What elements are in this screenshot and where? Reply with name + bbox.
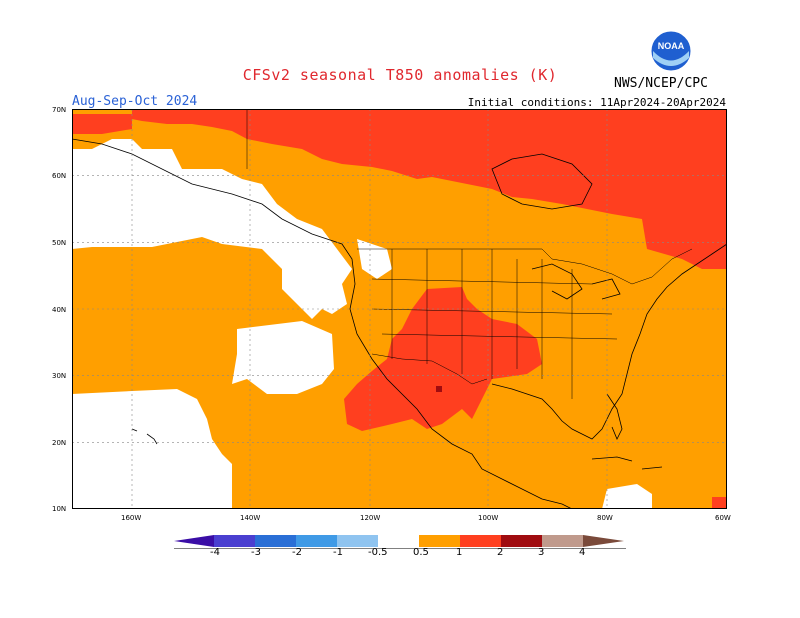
graticule bbox=[72, 109, 727, 509]
logo-text: NOAA bbox=[658, 41, 685, 51]
legend-tick-1: 1 bbox=[456, 547, 463, 558]
initial-conditions: Initial conditions: 11Apr2024-20Apr2024 bbox=[467, 96, 726, 109]
legend-swatch-1-05 bbox=[337, 535, 378, 547]
lon-label-100w: 100W bbox=[478, 514, 499, 522]
lat-label-60n: 60N bbox=[52, 172, 67, 180]
strong-anomaly-regions bbox=[72, 109, 727, 431]
coastlines bbox=[72, 138, 727, 509]
neutral-regions bbox=[72, 139, 652, 509]
legend-tick-neg05: -0.5 bbox=[368, 547, 388, 558]
lon-label-160w: 160W bbox=[121, 514, 142, 522]
lon-label-80w: 80W bbox=[597, 514, 613, 522]
legend-swatch-05-1 bbox=[419, 535, 460, 547]
legend-swatch-3-2 bbox=[255, 535, 296, 547]
map-title: CFSv2 seasonal T850 anomalies (K) bbox=[242, 66, 558, 84]
legend-swatch-4-3 bbox=[214, 535, 255, 547]
legend-swatch-2-3 bbox=[501, 535, 542, 547]
legend-tick-neg3: -3 bbox=[251, 547, 261, 558]
extreme-anomaly-spot bbox=[436, 386, 442, 392]
noaa-logo-icon: NOAA bbox=[650, 30, 692, 72]
agency-label: NWS/NCEP/CPC bbox=[614, 76, 708, 91]
lat-label-20n: 20N bbox=[52, 439, 67, 447]
legend-tick-05: 0.5 bbox=[413, 547, 429, 558]
color-legend bbox=[174, 535, 626, 549]
anomaly-map bbox=[72, 109, 727, 509]
legend-swatch-gt-4 bbox=[583, 535, 624, 547]
borders bbox=[246, 109, 693, 399]
lat-label-50n: 50N bbox=[52, 239, 67, 247]
lon-label-120w: 120W bbox=[360, 514, 381, 522]
legend-swatch-lt-4 bbox=[174, 535, 214, 547]
legend-tick-2: 2 bbox=[497, 547, 504, 558]
lon-label-140w: 140W bbox=[240, 514, 261, 522]
lat-label-10n: 10N bbox=[52, 505, 67, 513]
legend-swatch-2-1 bbox=[296, 535, 337, 547]
legend-tick-3: 3 bbox=[538, 547, 545, 558]
lat-label-30n: 30N bbox=[52, 372, 67, 380]
legend-tick-neg4: -4 bbox=[210, 547, 220, 558]
legend-tick-neg1: -1 bbox=[333, 547, 343, 558]
legend-swatch-3-4 bbox=[542, 535, 583, 547]
forecast-period: Aug-Sep-Oct 2024 bbox=[72, 94, 198, 109]
legend-swatch-1-2 bbox=[460, 535, 501, 547]
legend-swatch-neutral bbox=[378, 535, 419, 547]
lon-label-60w: 60W bbox=[715, 514, 731, 522]
lat-label-70n: 70N bbox=[52, 106, 67, 114]
legend-tick-neg2: -2 bbox=[292, 547, 302, 558]
legend-tick-4: 4 bbox=[579, 547, 586, 558]
map-frame bbox=[72, 109, 727, 509]
lat-label-40n: 40N bbox=[52, 306, 67, 314]
corner-anomaly bbox=[712, 497, 727, 509]
